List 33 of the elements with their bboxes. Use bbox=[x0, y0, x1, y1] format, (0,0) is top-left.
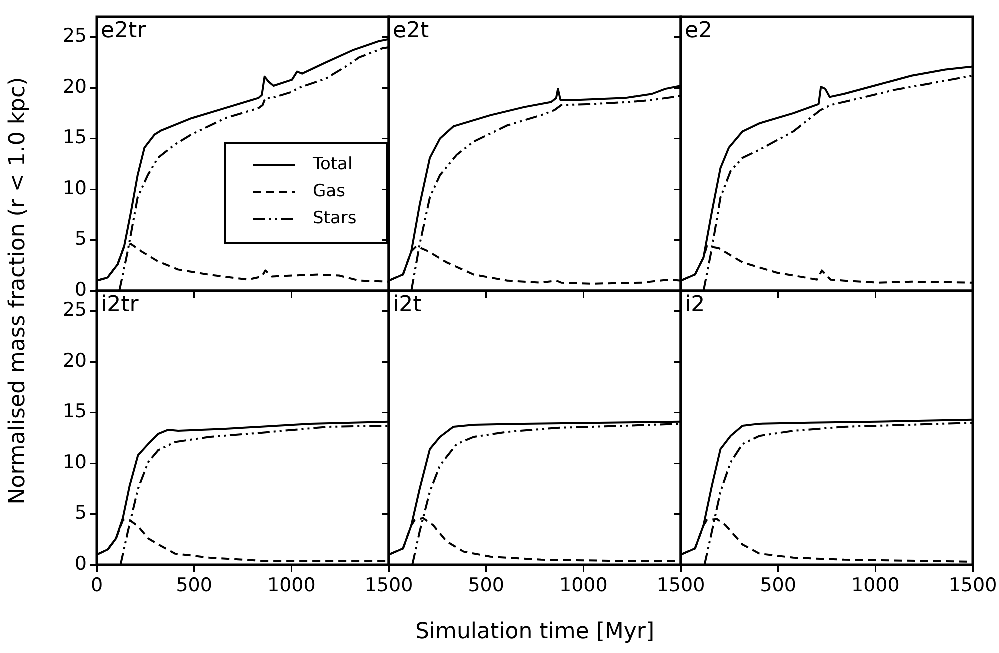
legend-label: Stars bbox=[313, 208, 357, 228]
annotation: e2tr bbox=[101, 18, 148, 44]
x-tick-label: 1500 bbox=[656, 574, 706, 596]
y-tick-label: 0 bbox=[74, 552, 87, 575]
x-tick-label: 500 bbox=[176, 574, 212, 596]
x-tick-label: 1500 bbox=[364, 574, 414, 596]
legend-label: Gas bbox=[313, 181, 346, 202]
legend-label: Total bbox=[312, 154, 353, 174]
x-tick-label: 1500 bbox=[948, 574, 998, 596]
y-tick-label: 20 bbox=[62, 350, 87, 372]
y-tick-label: 20 bbox=[62, 76, 87, 98]
y-tick-label: 15 bbox=[62, 126, 87, 149]
x-tick-label: 500 bbox=[468, 574, 504, 596]
annotation: i2t bbox=[393, 292, 422, 318]
y-tick-label: 15 bbox=[62, 400, 87, 423]
y-tick-label: 5 bbox=[74, 502, 87, 524]
x-tick-label: 1000 bbox=[851, 574, 900, 596]
y-axis-title: Normalised mass fraction (r < 1.0 kpc) bbox=[6, 77, 30, 505]
x-tick-label: 1000 bbox=[559, 574, 608, 596]
x-axis-title: Simulation time [Myr] bbox=[415, 620, 655, 644]
annotation: e2 bbox=[685, 18, 713, 44]
x-tick-label: 1000 bbox=[267, 574, 316, 596]
annotation: e2t bbox=[393, 18, 430, 44]
y-tick-label: 5 bbox=[74, 228, 87, 250]
x-tick-label: 0 bbox=[90, 574, 104, 596]
annotation: i2tr bbox=[101, 292, 140, 318]
y-tick-label: 10 bbox=[62, 177, 87, 200]
y-tick-label: 25 bbox=[62, 299, 87, 322]
y-tick-label: 0 bbox=[74, 278, 87, 301]
y-tick-label: 10 bbox=[62, 451, 87, 474]
x-tick-label: 500 bbox=[760, 574, 796, 596]
y-tick-label: 25 bbox=[62, 25, 87, 48]
annotation: i2 bbox=[685, 292, 706, 318]
